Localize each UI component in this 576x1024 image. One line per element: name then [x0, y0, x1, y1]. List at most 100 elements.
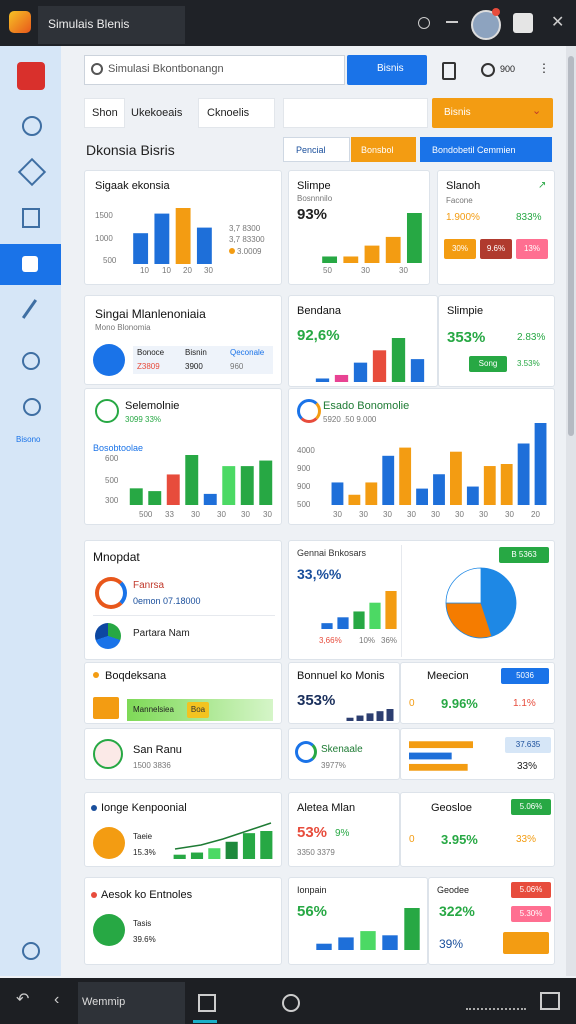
card-value: 56%	[297, 903, 328, 920]
nav-icon[interactable]: ‹	[54, 991, 60, 1008]
bar-chart	[315, 338, 425, 382]
nav-icon[interactable]	[22, 116, 42, 136]
chip: 37.635	[505, 737, 551, 753]
bar	[409, 752, 452, 760]
nav-icon[interactable]	[17, 157, 47, 187]
nav-icon[interactable]	[198, 994, 216, 1012]
bar-chart	[173, 831, 273, 859]
bar	[242, 833, 256, 859]
note: 10%	[359, 636, 376, 645]
icon	[93, 697, 119, 719]
icon	[93, 914, 125, 946]
filter[interactable]	[351, 137, 416, 162]
x-label: 30	[383, 510, 392, 519]
nav-icon[interactable]	[282, 994, 300, 1012]
chip: 9.6%	[480, 239, 512, 259]
pie-slice	[445, 567, 482, 604]
bar	[385, 591, 397, 629]
cell: Bonoce	[137, 348, 165, 357]
card: Selemolnie 3099 33% Bosobtoolae 600 500 …	[84, 388, 282, 525]
card: Boqdeksana Mannelsiea Boa	[84, 662, 282, 724]
filter[interactable]	[283, 137, 350, 162]
x-label: 20	[531, 510, 540, 519]
search-icon	[91, 63, 103, 75]
bar	[337, 617, 349, 629]
card: Esado Bonomolie 5920 .50 9.000 4000 900 …	[288, 388, 555, 525]
cell: 3900	[185, 362, 203, 371]
search-button[interactable]	[347, 55, 427, 85]
card-title: Slimpie	[447, 305, 484, 317]
search-button-label: Bisnis	[377, 63, 404, 74]
nav-back[interactable]: ↶	[16, 991, 30, 1008]
decor	[174, 822, 272, 850]
tab-active[interactable]	[198, 98, 275, 128]
y-label: 1000	[95, 234, 113, 243]
icon	[297, 399, 321, 423]
nav-icon[interactable]	[23, 398, 41, 416]
card: Ionpain 56%	[288, 877, 428, 965]
chart-title: Bosobtoolae	[93, 443, 144, 453]
nav-icon[interactable]	[22, 942, 40, 960]
card: Slanoh ↗ Facone 1.900% 833% 30% 9.6% 13%	[437, 170, 555, 285]
bar	[348, 494, 361, 505]
filter[interactable]	[420, 137, 552, 162]
icon	[95, 577, 127, 609]
card-title: Aletea Mlan	[297, 802, 356, 814]
status-icons	[466, 994, 526, 1010]
chip: 30%	[444, 239, 476, 259]
tab-label[interactable]: Ukekoeais	[131, 107, 183, 119]
card-title: Ionge Kenpoonial	[101, 802, 187, 814]
card-subtitle: 3099 33%	[125, 415, 162, 424]
card: Ionge Kenpoonial Taeie 15.3%	[84, 792, 282, 867]
bar-chart	[321, 591, 397, 629]
card-title: Meecion	[427, 670, 469, 682]
x-label: 30	[359, 510, 368, 519]
pie-slice	[445, 602, 493, 639]
x-label: 30	[361, 266, 370, 275]
bar	[382, 455, 395, 505]
search-box[interactable]	[84, 55, 345, 85]
close[interactable]: ✕	[551, 14, 565, 31]
divider	[401, 545, 402, 657]
pie-slice	[480, 567, 517, 637]
bar	[222, 466, 236, 505]
bar	[129, 488, 143, 505]
bar	[365, 482, 378, 505]
x-label: 30	[333, 510, 342, 519]
icon	[93, 827, 125, 859]
nav-label: Bisono	[16, 435, 41, 444]
card-value: 33,%%	[297, 566, 342, 582]
note: 3,7 83300	[229, 235, 265, 244]
bar	[203, 493, 217, 505]
chip: 5036	[501, 668, 549, 684]
tab[interactable]	[84, 98, 125, 128]
nav-icon[interactable]	[22, 352, 40, 370]
card-title: Slimpe	[297, 180, 331, 192]
nav-icon[interactable]	[540, 992, 560, 1010]
dot	[91, 805, 97, 811]
card-subtitle: Bosnnnilo	[297, 194, 333, 203]
card-subtitle: Facone	[446, 196, 473, 205]
nav-icon[interactable]	[22, 208, 40, 228]
card-title: Singai Mlanlenoniaia	[95, 307, 206, 321]
card: Aletea Mlan 53% 9% 3350 3379	[288, 792, 400, 867]
filter-label: Bondobetil Cemmien	[432, 145, 516, 155]
cell: 960	[230, 362, 244, 371]
card-title: Geodee	[437, 885, 470, 895]
nav-icon[interactable]	[21, 299, 38, 319]
icon	[95, 623, 121, 649]
dropdown[interactable]	[432, 98, 553, 128]
bar	[466, 486, 479, 505]
chip: Song	[469, 356, 507, 372]
nav-active[interactable]	[0, 244, 61, 285]
menu[interactable]: ⋮	[538, 61, 550, 75]
card: Bendana 92,6%	[288, 295, 438, 387]
card-value: 3.95%	[441, 832, 478, 847]
bar	[391, 338, 406, 382]
nav-tab[interactable]	[78, 982, 185, 1024]
divider	[93, 615, 275, 616]
bar-chart	[322, 213, 422, 263]
bar	[225, 841, 238, 859]
blank-field	[283, 98, 428, 128]
card-subtitle: 5920 .50 9.000	[323, 415, 377, 424]
